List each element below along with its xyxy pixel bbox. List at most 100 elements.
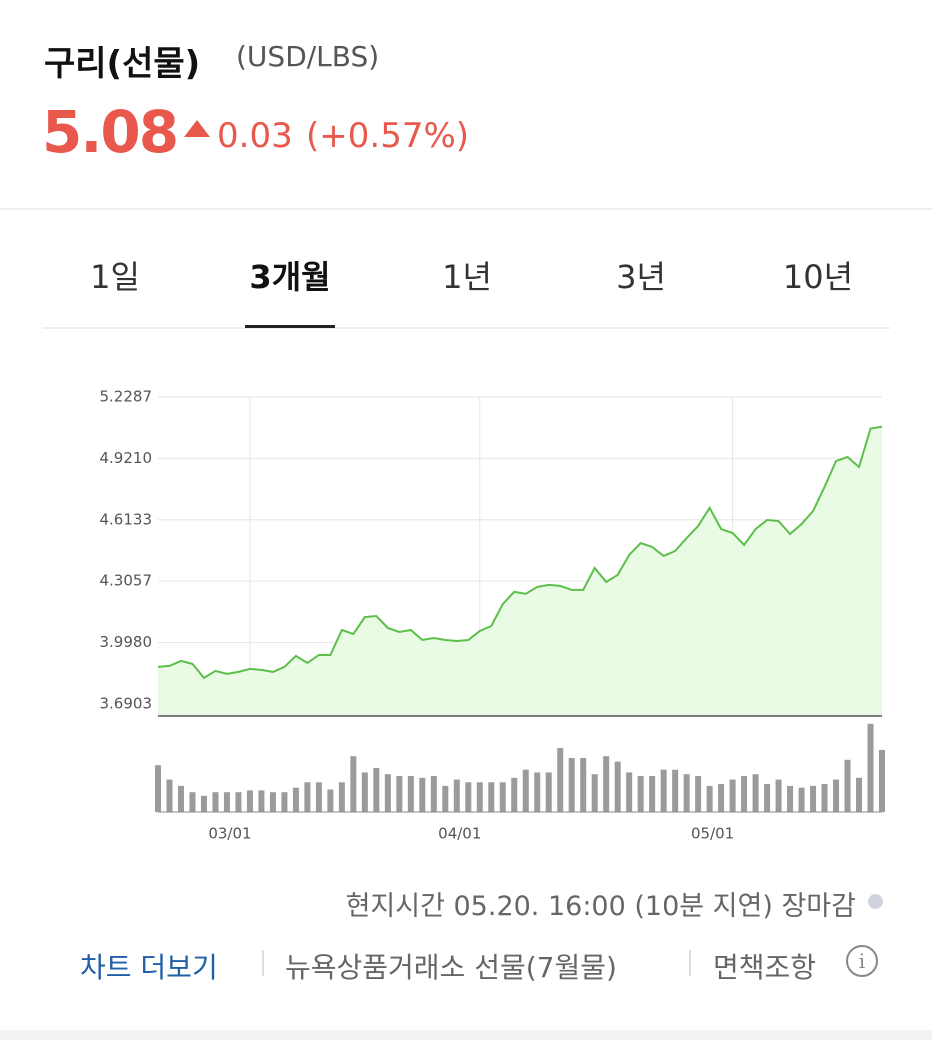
volume-bar: [200, 795, 207, 812]
volume-bar: [706, 785, 713, 812]
volume-bar: [476, 782, 483, 812]
volume-bar: [718, 784, 725, 812]
info-icon[interactable]: i: [846, 945, 878, 977]
volume-bar: [212, 792, 219, 812]
x-tick-label: 04/01: [438, 825, 481, 843]
up-icon: [184, 120, 210, 137]
tab[interactable]: 3개월: [249, 258, 331, 296]
exchange: 뉴욕상품거래소 선물(7월물): [285, 951, 617, 984]
tab[interactable]: 10년: [782, 258, 854, 296]
volume-bar: [649, 776, 656, 812]
volume-bar: [419, 777, 426, 812]
sep: [689, 950, 691, 976]
volume-bar: [683, 774, 690, 812]
tab[interactable]: 1일: [90, 258, 140, 296]
disclaimer[interactable]: 면책조항: [713, 951, 817, 984]
volume-bar: [580, 758, 587, 812]
more-link[interactable]: 차트 더보기: [80, 951, 218, 984]
volume-bar: [304, 782, 311, 812]
volume-bar: [223, 792, 230, 812]
volume-bar: [787, 785, 794, 812]
volume-bar: [465, 782, 472, 812]
x-tick-label: 05/01: [691, 825, 734, 843]
bottom-band: [0, 1030, 932, 1040]
volume-bar: [396, 776, 403, 812]
tab[interactable]: 1년: [442, 258, 492, 296]
volume-bar: [879, 749, 885, 812]
volume-bar: [235, 792, 242, 812]
x-tick-label: 03/01: [208, 825, 251, 843]
volume-bar: [637, 776, 644, 812]
volume-bar: [764, 784, 771, 812]
volume-bar: [545, 772, 552, 812]
volume-bar: [511, 777, 518, 812]
price: 5.08: [42, 98, 179, 166]
y-tick-label: 4.6133: [100, 510, 153, 528]
status: 현지시간 05.20. 16:00 (10분 지연) 장마감: [345, 891, 856, 922]
volume-bar: [672, 769, 679, 812]
y-tick-label: 4.3057: [100, 572, 153, 590]
volume-bar: [189, 792, 196, 812]
y-tick-label: 5.2287: [100, 388, 153, 406]
sep: [262, 950, 264, 976]
volume-bar: [867, 723, 874, 812]
volume-bar: [557, 748, 564, 812]
volume-bar: [338, 782, 345, 812]
volume-bar: [350, 756, 357, 812]
volume-bar: [177, 785, 184, 812]
volume-bar: [499, 782, 506, 812]
volume-bar: [384, 774, 391, 812]
volume-bar: [798, 787, 805, 812]
volume-bar: [166, 779, 173, 812]
volume-bar: [453, 779, 460, 812]
tab[interactable]: 3년: [616, 258, 666, 296]
volume-bar: [741, 776, 748, 812]
volume-bar: [407, 776, 414, 812]
y-tick-label: 3.9980: [100, 633, 153, 651]
tab-underline: [245, 325, 335, 328]
volume-bar: [373, 767, 380, 812]
volume-bar: [729, 779, 736, 812]
change: 0.03: [217, 116, 293, 156]
volume-bar: [660, 769, 667, 812]
volume-bar: [315, 782, 322, 812]
volume-bar: [614, 761, 621, 812]
y-tick-label: 4.9210: [100, 449, 153, 467]
volume-bar: [603, 756, 610, 812]
volume-bar: [856, 777, 863, 812]
volume-bar: [430, 776, 437, 812]
volume-bar: [155, 765, 161, 812]
volume-bar: [534, 772, 541, 812]
volume-bar: [833, 779, 840, 812]
volume-bar: [821, 784, 828, 812]
volume-bar: [626, 772, 633, 812]
volume-bar: [269, 792, 276, 812]
volume-bar: [488, 782, 495, 812]
volume-bar: [810, 785, 817, 812]
title: 구리(선물): [44, 44, 201, 84]
tab-line: [42, 327, 890, 329]
volume-bar: [591, 774, 598, 812]
volume-bar: [775, 779, 782, 812]
price-line: [157, 425, 883, 680]
unit: (USD/LBS): [236, 40, 380, 73]
change-percent: (+0.57%): [306, 116, 470, 156]
volume-bar: [292, 787, 299, 812]
volume-bar: [695, 776, 702, 812]
volume-bar: [246, 790, 253, 812]
area: [158, 426, 882, 716]
volume-bar: [844, 759, 851, 812]
volume-bar: [522, 769, 529, 812]
volume-bar: [568, 758, 575, 812]
volume-bar: [361, 772, 368, 812]
divider: [0, 208, 932, 210]
volume-bar: [281, 792, 288, 812]
volume-bar: [258, 790, 265, 812]
volume-bar: [752, 774, 759, 812]
y-tick-label: 3.6903: [100, 694, 153, 712]
volume-bar: [442, 785, 449, 812]
volume-bar: [327, 789, 334, 812]
status-dot: [868, 894, 883, 909]
